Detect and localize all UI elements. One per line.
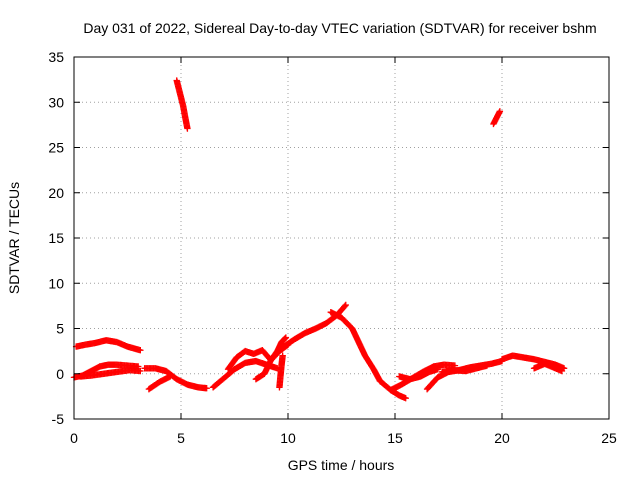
grid-lines <box>74 57 609 419</box>
y-tick-label: 5 <box>56 321 64 337</box>
x-tick-labels: 0 5 10 15 20 25 <box>70 430 617 446</box>
y-tick-label: 25 <box>48 140 64 156</box>
y-tick-label: 10 <box>48 275 64 291</box>
data-point <box>483 362 491 369</box>
series-track-f <box>173 77 191 132</box>
x-tick-label: 0 <box>70 430 78 446</box>
x-tick-label: 10 <box>280 430 296 446</box>
series-track-a <box>72 337 144 354</box>
x-tick-label: 5 <box>177 430 185 446</box>
y-tick-label: 20 <box>48 185 64 201</box>
y-tick-label: -5 <box>52 411 65 427</box>
series-track-c <box>77 366 144 380</box>
y-tick-label: 15 <box>48 230 64 246</box>
data-point <box>402 394 409 402</box>
data-point <box>203 385 210 392</box>
y-tick-label: 30 <box>48 94 64 110</box>
series-track-e <box>145 373 174 393</box>
data-point <box>434 366 441 373</box>
chart-title: Day 031 of 2022, Sidereal Day-to-day VTE… <box>83 20 596 36</box>
axis-ticks <box>73 56 610 420</box>
series-track-j <box>276 352 286 391</box>
data-point-fill <box>281 335 289 342</box>
series-track-d <box>141 365 210 392</box>
y-tick-label: 0 <box>56 366 64 382</box>
data-point <box>184 125 191 132</box>
series-track-o <box>396 366 441 383</box>
x-axis-label: GPS time / hours <box>288 457 395 473</box>
x-tick-label: 20 <box>494 430 510 446</box>
data-point-fill <box>341 302 349 310</box>
data-point <box>279 352 286 359</box>
y-tick-labels: -5 0 5 10 15 20 25 30 35 <box>48 49 64 427</box>
data-points <box>70 77 568 402</box>
data-point <box>137 347 144 354</box>
x-tick-label: 25 <box>601 430 617 446</box>
series-track-i <box>252 334 290 383</box>
series-track-l <box>327 309 384 385</box>
data-point <box>282 334 290 341</box>
data-point <box>496 108 504 115</box>
series-track-k <box>280 301 349 350</box>
y-axis-label: SDTVAR / TECUs <box>6 182 22 294</box>
series-track-t <box>530 360 566 375</box>
y-tick-label: 35 <box>48 49 64 65</box>
series-track-q <box>438 362 491 376</box>
data-point <box>137 367 144 375</box>
x-tick-label: 15 <box>387 430 403 446</box>
data-point <box>558 367 566 375</box>
data-point <box>167 373 174 380</box>
data-point <box>342 301 349 309</box>
series-track-r <box>490 108 504 128</box>
